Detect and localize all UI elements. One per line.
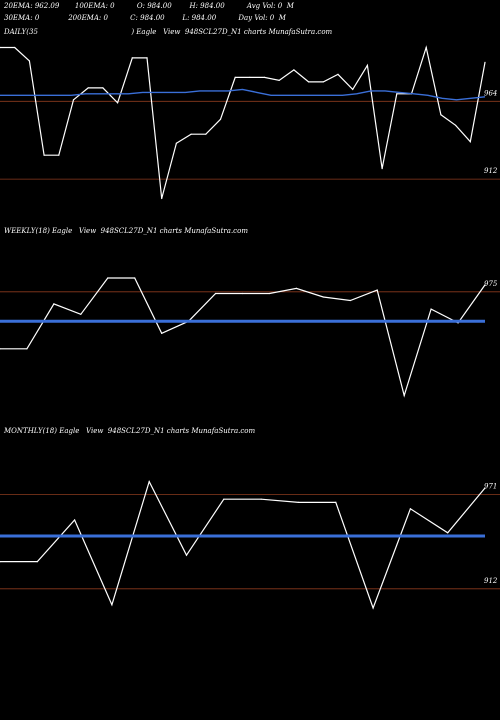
monthly-level-label: 912 <box>484 577 498 585</box>
weekly-price-point <box>215 293 216 294</box>
daily-price-point <box>117 102 118 103</box>
monthly-price-point <box>223 499 224 500</box>
monthly-price-point <box>298 502 299 503</box>
daily-price-point <box>470 141 471 142</box>
daily-price-point <box>455 125 456 126</box>
daily-price-point <box>440 114 441 115</box>
daily-price-point <box>352 89 353 90</box>
monthly-price-point <box>261 499 262 500</box>
weekly-price-point <box>80 314 81 315</box>
weekly-price-point <box>269 293 270 294</box>
weekly-price-point <box>350 300 351 301</box>
daily-price-point <box>279 80 280 81</box>
daily-price-point <box>426 47 427 48</box>
weekly-price-point <box>431 309 432 310</box>
daily-price-point <box>382 168 383 169</box>
daily-price-point <box>161 198 162 199</box>
monthly-price-point <box>410 508 411 509</box>
daily-price-point <box>88 87 89 88</box>
daily-price-point <box>235 77 236 78</box>
monthly-price-point <box>373 607 374 608</box>
daily-price-line <box>0 48 485 199</box>
monthly-price-point <box>149 481 150 482</box>
weekly-price-point <box>107 277 108 278</box>
daily-level-label: 912 <box>484 167 498 175</box>
weekly-price-point <box>323 296 324 297</box>
daily-price-point <box>73 99 74 100</box>
daily-price-point <box>264 77 265 78</box>
daily-price-point <box>293 69 294 70</box>
daily-price-point <box>367 65 368 66</box>
daily-price-point <box>102 87 103 88</box>
monthly-price-point <box>111 604 112 605</box>
daily-price-point <box>323 81 324 82</box>
weekly-price-point <box>161 333 162 334</box>
daily-chart: 964 912 <box>0 47 500 199</box>
daily-price-point <box>220 119 221 120</box>
daily-price-point <box>58 155 59 156</box>
daily-price-point <box>146 57 147 58</box>
daily-price-point <box>29 60 30 61</box>
monthly-price-point <box>37 561 38 562</box>
monthly-level-label: 971 <box>484 482 497 490</box>
daily-level-label: 964 <box>484 89 497 97</box>
weekly-price-point <box>53 303 54 304</box>
weekly-price-point <box>484 284 485 285</box>
weekly-price-point <box>242 293 243 294</box>
weekly-level-label: 975 <box>484 280 498 288</box>
daily-price-point <box>205 134 206 135</box>
daily-price-point <box>14 47 15 48</box>
daily-price-point <box>396 93 397 94</box>
monthly-price-point <box>484 487 485 488</box>
weekly-price-point <box>26 348 27 349</box>
daily-price-point <box>308 81 309 82</box>
monthly-chart: 971 912 <box>0 481 500 609</box>
daily-price-point <box>337 74 338 75</box>
weekly-price-point <box>377 290 378 291</box>
weekly-price-point <box>134 277 135 278</box>
weekly-price-point <box>296 288 297 289</box>
daily-price-point <box>44 155 45 156</box>
monthly-price-point <box>186 555 187 556</box>
daily-price-point <box>249 77 250 78</box>
daily-price-point <box>484 62 485 63</box>
daily-price-point <box>191 134 192 135</box>
daily-price-point <box>176 143 177 144</box>
weekly-price-point <box>404 395 405 396</box>
monthly-price-point <box>335 502 336 503</box>
daily-price-point <box>132 57 133 58</box>
monthly-price-point <box>74 519 75 520</box>
monthly-price-point <box>447 532 448 533</box>
weekly-price-line <box>0 278 485 396</box>
weekly-chart: 975 <box>0 277 500 396</box>
